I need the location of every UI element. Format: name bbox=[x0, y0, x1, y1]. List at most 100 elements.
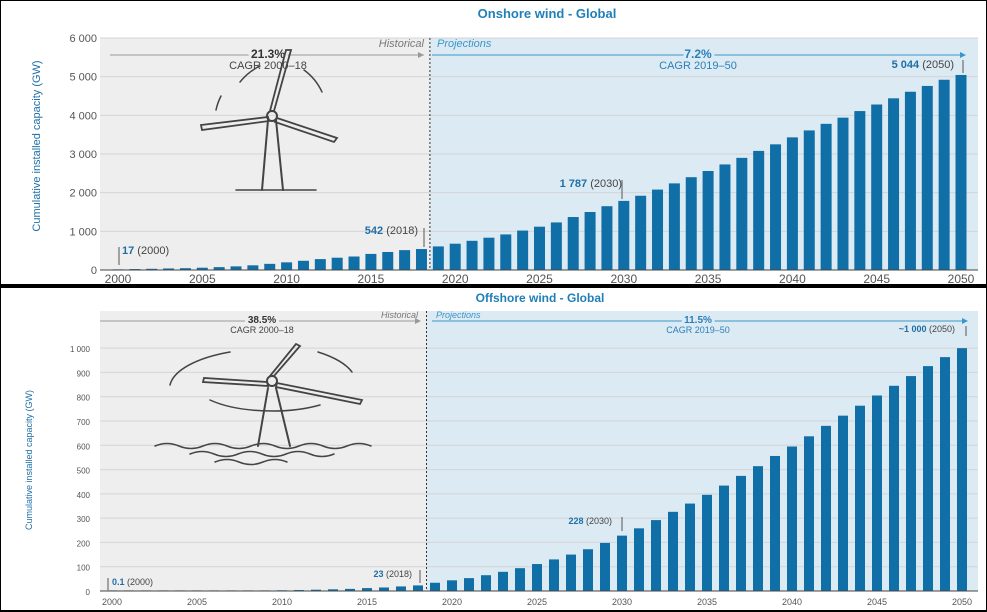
chart-title: Onshore wind - Global bbox=[478, 6, 617, 21]
bar-2041 bbox=[803, 130, 815, 270]
y-tick-label: 2 000 bbox=[69, 188, 97, 200]
bar-2049 bbox=[938, 79, 950, 270]
bar-2050 bbox=[955, 74, 967, 270]
bar-2037 bbox=[736, 475, 746, 591]
projections-label: Projections bbox=[436, 310, 481, 320]
x-tick-label: 2050 bbox=[952, 597, 972, 607]
x-tick-label: 2035 bbox=[695, 272, 722, 286]
bar-2022 bbox=[483, 237, 495, 270]
historical-cagr-value: 38.5% bbox=[248, 315, 276, 326]
x-tick-labels: 2000 2005 2010 2015 2020 2025 2030 2035 2040 2045… bbox=[105, 272, 975, 286]
x-tick-label: 2020 bbox=[442, 272, 469, 286]
bar-2016 bbox=[379, 587, 389, 591]
bar-2028 bbox=[583, 549, 593, 591]
bar-2044 bbox=[854, 111, 866, 270]
historical-label: Historical bbox=[379, 38, 425, 50]
x-tick-label: 2045 bbox=[867, 597, 887, 607]
bar-2027 bbox=[566, 554, 576, 591]
historical-arrowhead bbox=[418, 52, 424, 58]
bar-series bbox=[112, 74, 967, 271]
annotation-2000: 17 (2000) bbox=[122, 245, 169, 257]
bar-2015 bbox=[362, 588, 372, 591]
bar-2003 bbox=[163, 268, 175, 270]
x-tick-label: 2025 bbox=[526, 272, 553, 286]
annotation-year: (2050) bbox=[919, 59, 954, 71]
bar-2042 bbox=[821, 425, 831, 591]
bar-2019 bbox=[430, 582, 440, 591]
bar-2023 bbox=[500, 234, 512, 270]
bar-2041 bbox=[804, 436, 814, 591]
x-tick-label: 2015 bbox=[358, 272, 385, 286]
annotation-2000: 0.1 (2000) bbox=[112, 577, 153, 587]
x-tick-label: 2010 bbox=[272, 597, 292, 607]
bar-2021 bbox=[464, 578, 474, 591]
projections-label: Projections bbox=[437, 38, 492, 50]
bar-2030 bbox=[618, 200, 630, 270]
bar-2012 bbox=[314, 259, 326, 270]
y-tick-label: 100 bbox=[77, 564, 91, 573]
bar-2042 bbox=[820, 123, 832, 270]
bar-2040 bbox=[787, 446, 797, 591]
bar-2045 bbox=[872, 395, 882, 591]
bar-2022 bbox=[481, 575, 491, 591]
annotation-year: (2018) bbox=[383, 225, 418, 237]
annotation-2018: 542 (2018) bbox=[365, 225, 418, 237]
annotation-value: ~1 000 bbox=[899, 324, 927, 334]
bar-2019 bbox=[432, 246, 444, 270]
bar-2017 bbox=[399, 250, 411, 270]
x-tick-label: 2040 bbox=[782, 597, 802, 607]
bar-2029 bbox=[600, 542, 610, 591]
bar-2023 bbox=[498, 571, 508, 591]
y-tick-label: 200 bbox=[77, 539, 91, 548]
historical-background bbox=[100, 311, 427, 591]
y-tick-label: 300 bbox=[77, 515, 91, 524]
bar-2031 bbox=[634, 528, 644, 591]
bar-2029 bbox=[601, 206, 613, 270]
chart-title: Offshore wind - Global bbox=[476, 291, 605, 305]
bar-2038 bbox=[753, 150, 765, 270]
bar-2035 bbox=[702, 171, 714, 270]
y-tick-label: 500 bbox=[77, 467, 91, 476]
y-axis-label: Cumulative installed capacity (GW) bbox=[31, 60, 43, 231]
annotation-value: 0.1 bbox=[112, 577, 125, 587]
y-tick-labels: 0 100 200 300 400 500 600 700 800 900 1 000 bbox=[70, 345, 91, 597]
historical-cagr-value: 21.3% bbox=[251, 47, 285, 61]
bar-2047 bbox=[906, 376, 916, 591]
bar-2046 bbox=[889, 385, 899, 591]
bar-2040 bbox=[786, 137, 798, 270]
bar-2024 bbox=[517, 230, 529, 270]
x-tick-label: 2005 bbox=[187, 597, 207, 607]
y-tick-label: 6 000 bbox=[69, 33, 97, 45]
annotation-value: 5 044 bbox=[892, 59, 920, 71]
annotation-2030: 1 787 (2030) bbox=[560, 178, 622, 190]
bar-2048 bbox=[921, 85, 933, 271]
bar-2032 bbox=[652, 189, 664, 270]
bar-2005 bbox=[196, 267, 208, 270]
bar-2044 bbox=[855, 405, 865, 591]
projection-cagr-label: CAGR 2019–50 bbox=[666, 325, 730, 335]
bar-2036 bbox=[719, 485, 729, 591]
bar-2046 bbox=[888, 98, 900, 270]
annotation-value: 23 bbox=[373, 569, 383, 579]
annotations: 0.1 (2000) 23 (2018) 228 (2030) ~1 000 (205… bbox=[107, 324, 967, 590]
annotation-year: (2050) bbox=[926, 324, 955, 334]
annotation-value: 17 bbox=[122, 245, 134, 257]
bar-2024 bbox=[515, 568, 525, 591]
annotation-2050: 5 044 (2050) bbox=[892, 59, 954, 71]
annotation-value: 542 bbox=[365, 225, 383, 237]
bar-2008 bbox=[247, 265, 259, 270]
y-tick-label: 700 bbox=[77, 418, 91, 427]
x-tick-label: 2030 bbox=[610, 272, 637, 286]
bar-2013 bbox=[328, 589, 338, 591]
bar-2037 bbox=[736, 157, 748, 270]
annotation-year: (2000) bbox=[125, 577, 154, 587]
x-tick-label: 2005 bbox=[189, 272, 216, 286]
bar-2014 bbox=[345, 588, 355, 591]
bar-2011 bbox=[297, 260, 309, 270]
y-tick-label: 1 000 bbox=[69, 226, 97, 238]
annotation-year: (2030) bbox=[583, 516, 612, 526]
bar-2045 bbox=[871, 104, 883, 270]
bar-2033 bbox=[668, 183, 680, 270]
bar-2010 bbox=[281, 262, 293, 270]
